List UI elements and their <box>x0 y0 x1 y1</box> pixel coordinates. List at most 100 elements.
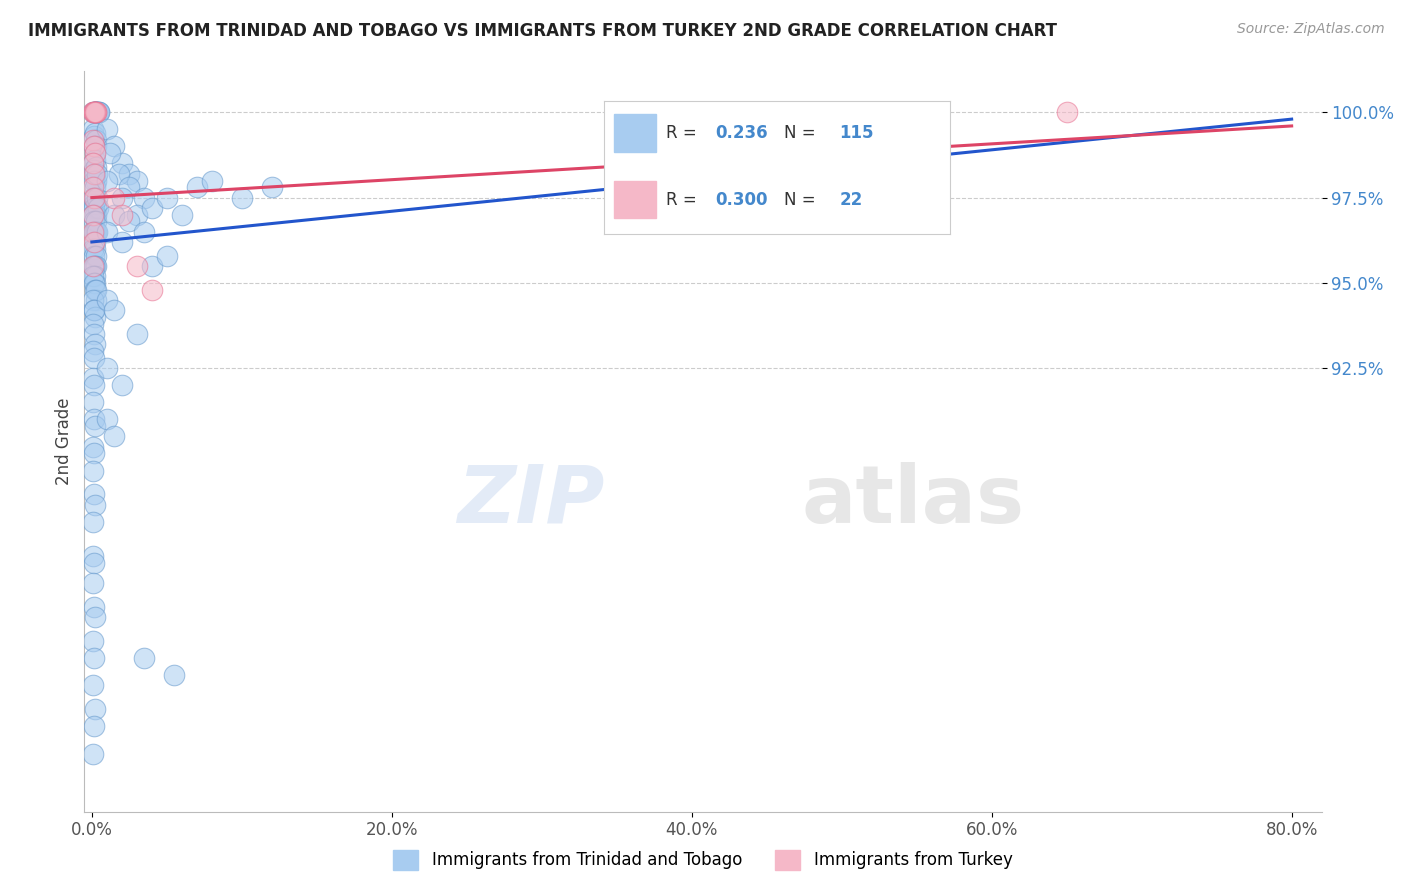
Point <box>86 160 108 174</box>
Point <box>118 214 141 228</box>
Point <box>83 139 105 153</box>
Point <box>82 678 104 692</box>
Point <box>96 412 118 426</box>
Point <box>125 327 148 342</box>
Point <box>83 129 105 144</box>
Point <box>82 344 104 359</box>
Point <box>82 259 104 273</box>
Point <box>87 105 110 120</box>
Point <box>82 515 104 529</box>
Point <box>83 310 105 324</box>
Point <box>83 702 105 716</box>
Point <box>141 283 163 297</box>
Point <box>83 283 105 297</box>
Point <box>82 440 104 454</box>
Point <box>83 719 105 733</box>
Point <box>98 146 121 161</box>
Point <box>125 208 148 222</box>
Point <box>125 259 148 273</box>
Point <box>82 191 104 205</box>
Point <box>83 105 105 120</box>
Point <box>83 105 105 120</box>
Point <box>82 464 104 478</box>
Point <box>86 225 108 239</box>
Point <box>83 173 105 187</box>
Point <box>83 201 105 215</box>
Point <box>84 276 107 290</box>
Point <box>83 651 105 665</box>
Point <box>83 197 105 211</box>
Point <box>84 214 107 228</box>
Point <box>84 293 107 307</box>
Point <box>83 225 105 239</box>
Point <box>108 167 131 181</box>
Y-axis label: 2nd Grade: 2nd Grade <box>55 398 73 485</box>
Point <box>83 446 105 460</box>
Point <box>82 156 104 170</box>
Point <box>82 122 104 136</box>
Point <box>118 180 141 194</box>
Point <box>83 337 105 351</box>
Point <box>83 610 105 624</box>
Point <box>84 242 107 256</box>
Point <box>84 132 107 146</box>
Point <box>156 249 179 263</box>
Point <box>86 105 108 120</box>
Point <box>83 105 105 120</box>
Point <box>82 105 104 120</box>
Point <box>84 105 107 120</box>
Point <box>231 191 253 205</box>
Point <box>82 317 104 331</box>
Point <box>125 173 148 187</box>
Point <box>141 201 163 215</box>
Point <box>111 378 134 392</box>
Point <box>83 268 105 283</box>
Point <box>103 139 125 153</box>
Point <box>83 146 105 161</box>
Text: Source: ZipAtlas.com: Source: ZipAtlas.com <box>1237 22 1385 37</box>
Point <box>83 498 105 512</box>
Point <box>83 276 105 290</box>
Legend: Immigrants from Trinidad and Tobago, Immigrants from Turkey: Immigrants from Trinidad and Tobago, Imm… <box>394 850 1012 870</box>
Point <box>86 191 108 205</box>
Point <box>83 180 105 194</box>
Point <box>82 268 104 283</box>
Point <box>83 303 105 318</box>
Point <box>84 249 107 263</box>
Point <box>83 303 105 318</box>
Text: atlas: atlas <box>801 462 1025 540</box>
Point <box>82 371 104 385</box>
Point <box>82 747 104 761</box>
Point <box>83 600 105 615</box>
Point <box>82 132 104 146</box>
Point <box>84 173 107 187</box>
Point <box>86 105 108 120</box>
Point <box>103 429 125 443</box>
Point <box>84 105 107 120</box>
Point <box>83 419 105 434</box>
Point <box>96 225 118 239</box>
Point <box>83 235 105 249</box>
Point <box>83 412 105 426</box>
Point <box>84 105 107 120</box>
Point <box>96 361 118 376</box>
Point <box>83 208 105 222</box>
Point <box>87 105 110 120</box>
Point <box>83 139 105 153</box>
Point <box>83 225 105 239</box>
Point <box>163 668 186 682</box>
Point <box>83 249 105 263</box>
Point <box>103 208 125 222</box>
Point <box>83 487 105 501</box>
Point <box>156 191 179 205</box>
Point <box>82 105 104 120</box>
Point <box>84 105 107 120</box>
Point <box>201 173 224 187</box>
Point <box>83 191 105 205</box>
Point <box>84 153 107 167</box>
Point <box>82 208 104 222</box>
Point <box>86 259 108 273</box>
Point <box>83 378 105 392</box>
Point <box>103 303 125 318</box>
Point <box>86 283 108 297</box>
